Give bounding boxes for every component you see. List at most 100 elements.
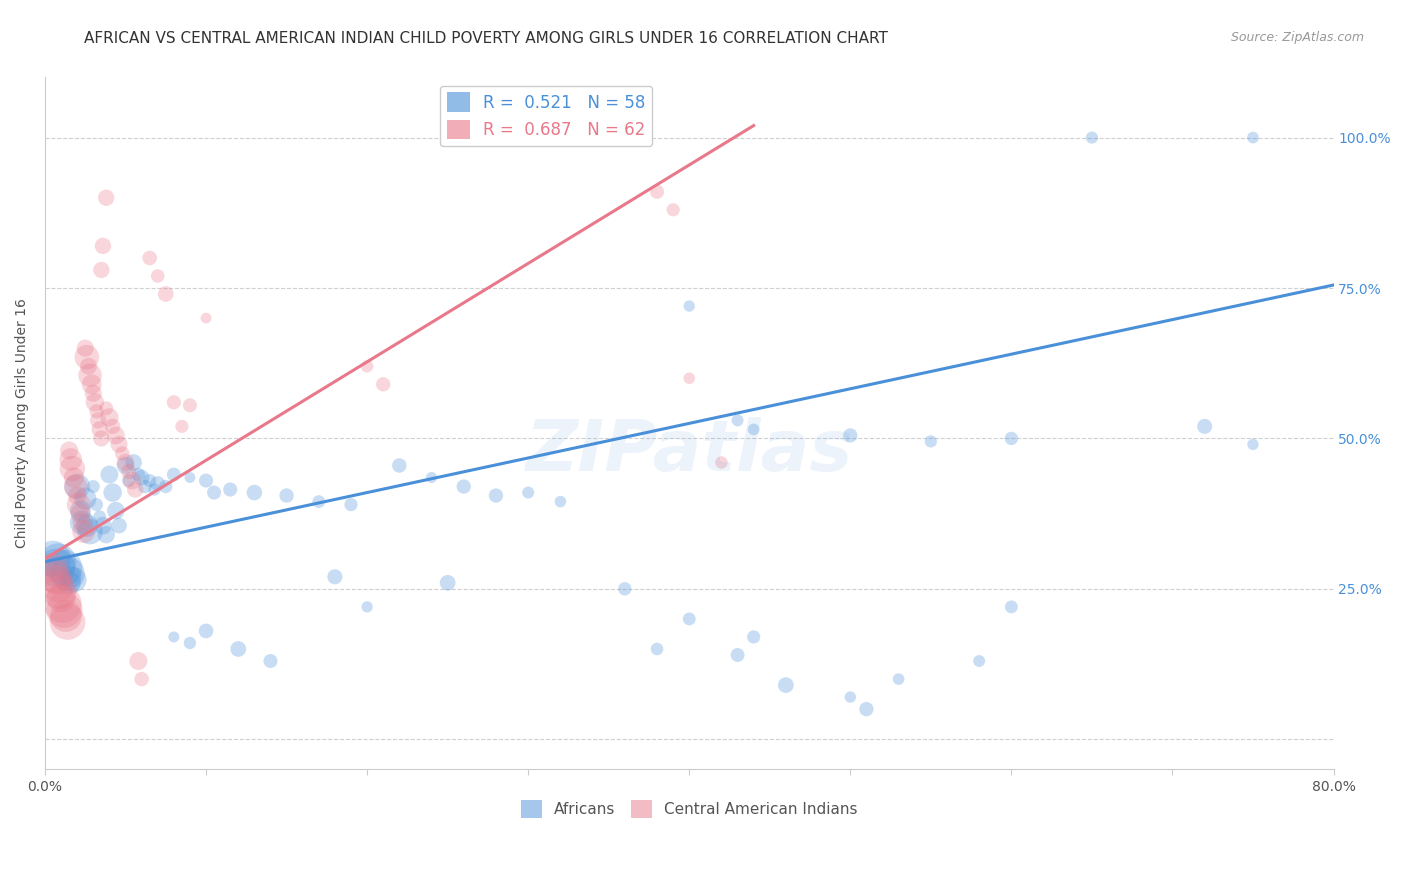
Point <box>60 461 83 475</box>
Point <box>373 377 395 392</box>
Point <box>1081 130 1104 145</box>
Point <box>89 509 111 524</box>
Point <box>59 452 82 467</box>
Point <box>1000 431 1022 445</box>
Point <box>550 130 572 145</box>
Point <box>645 185 668 199</box>
Point <box>388 458 411 473</box>
Point <box>678 612 700 626</box>
Point <box>436 575 458 590</box>
Point <box>855 702 877 716</box>
Point <box>89 422 111 436</box>
Point <box>104 503 127 517</box>
Point <box>66 479 89 493</box>
Point <box>127 467 149 482</box>
Point <box>91 518 114 533</box>
Point <box>134 479 156 493</box>
Point <box>65 479 87 493</box>
Point <box>420 470 443 484</box>
Point <box>98 467 121 482</box>
Point <box>1241 130 1264 145</box>
Point <box>920 434 942 449</box>
Point <box>114 455 136 469</box>
Point <box>56 615 79 629</box>
Point <box>79 524 101 539</box>
Point <box>82 386 104 401</box>
Point <box>742 630 765 644</box>
Point <box>55 608 77 623</box>
Point <box>775 678 797 692</box>
Point <box>72 524 94 539</box>
Point <box>839 690 862 705</box>
Point <box>121 474 143 488</box>
Point <box>124 483 146 497</box>
Point <box>53 561 76 575</box>
Point <box>75 341 97 355</box>
Point <box>42 551 65 566</box>
Point <box>96 527 118 541</box>
Point <box>48 584 70 599</box>
Point <box>195 311 218 326</box>
Point <box>49 591 72 605</box>
Point <box>155 479 177 493</box>
Point <box>340 498 363 512</box>
Point <box>308 494 330 508</box>
Point <box>90 431 112 445</box>
Point <box>170 419 193 434</box>
Point <box>59 570 82 584</box>
Point <box>66 489 89 503</box>
Point <box>163 395 186 409</box>
Point <box>678 371 700 385</box>
Point <box>52 597 75 611</box>
Point <box>77 359 100 374</box>
Point <box>967 654 990 668</box>
Point <box>83 395 105 409</box>
Point <box>163 630 186 644</box>
Point <box>114 458 136 473</box>
Point <box>276 489 298 503</box>
Point <box>202 485 225 500</box>
Point <box>179 398 201 412</box>
Point <box>195 624 218 638</box>
Point <box>143 483 166 497</box>
Point <box>323 570 346 584</box>
Point <box>517 485 540 500</box>
Point <box>82 479 104 493</box>
Point <box>96 401 118 416</box>
Point <box>839 428 862 442</box>
Point <box>146 476 169 491</box>
Point <box>127 654 149 668</box>
Point <box>70 516 93 530</box>
Point <box>259 654 281 668</box>
Point <box>138 474 160 488</box>
Point <box>131 470 153 484</box>
Point <box>226 642 249 657</box>
Point <box>58 443 80 458</box>
Point <box>118 474 141 488</box>
Point <box>179 636 201 650</box>
Point <box>179 470 201 484</box>
Point <box>742 422 765 436</box>
Point <box>45 561 67 575</box>
Point <box>45 573 67 587</box>
Point <box>46 579 69 593</box>
Point <box>87 413 110 427</box>
Point <box>91 239 114 253</box>
Point <box>76 518 98 533</box>
Point <box>453 479 475 493</box>
Point <box>108 437 131 451</box>
Text: AFRICAN VS CENTRAL AMERICAN INDIAN CHILD POVERTY AMONG GIRLS UNDER 16 CORRELATIO: AFRICAN VS CENTRAL AMERICAN INDIAN CHILD… <box>84 31 889 46</box>
Point <box>727 413 749 427</box>
Point <box>146 268 169 283</box>
Point <box>67 498 90 512</box>
Point <box>96 191 118 205</box>
Point <box>219 483 242 497</box>
Point <box>98 410 121 425</box>
Point <box>53 603 76 617</box>
Point <box>1000 599 1022 614</box>
Point <box>79 368 101 383</box>
Point <box>101 485 124 500</box>
Point <box>155 287 177 301</box>
Point <box>46 555 69 569</box>
Point <box>118 465 141 479</box>
